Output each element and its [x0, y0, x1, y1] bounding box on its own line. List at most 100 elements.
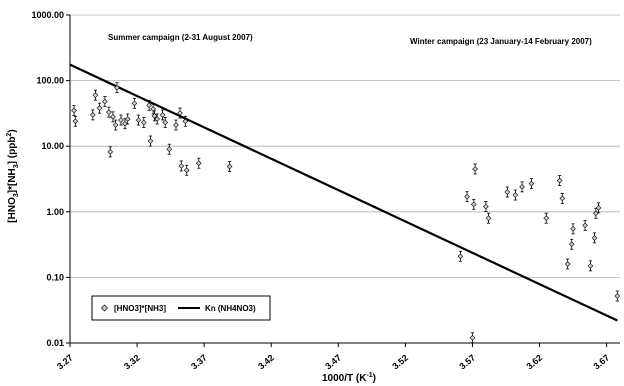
x-tick-label: 3.52	[390, 353, 410, 372]
diamond-marker	[131, 100, 138, 107]
legend-marker-scatter	[101, 304, 108, 312]
diamond-marker	[570, 226, 576, 232]
diamond-marker	[591, 235, 598, 241]
data-point	[183, 164, 190, 176]
diamond-marker	[106, 109, 112, 116]
diamond-marker	[195, 160, 202, 167]
data-point	[556, 175, 563, 186]
data-point	[173, 119, 179, 131]
data-point	[154, 113, 161, 125]
diamond-marker	[226, 163, 233, 170]
y-tick-label: 0.01	[46, 338, 64, 348]
diamond-marker	[512, 192, 519, 198]
data-point	[178, 160, 185, 172]
data-point	[114, 82, 120, 94]
data-point	[89, 109, 96, 121]
diamond-marker	[559, 195, 566, 202]
diamond-marker	[519, 184, 525, 190]
data-point	[593, 207, 599, 219]
data-point	[485, 212, 492, 224]
data-point	[118, 114, 124, 126]
data-point	[469, 332, 476, 344]
data-point	[591, 232, 598, 244]
y-tick-label: 1.00	[46, 207, 64, 217]
annotation-summer: Summer campaign (2-31 August 2007)	[108, 33, 253, 42]
y-tick-label: 100.00	[36, 76, 64, 86]
data-point	[135, 114, 142, 126]
data-point	[96, 102, 103, 114]
diamond-marker	[110, 114, 116, 120]
data-point	[568, 238, 575, 250]
data-point	[110, 111, 116, 123]
diamond-marker	[470, 201, 477, 208]
data-point	[504, 186, 511, 198]
data-point	[124, 113, 131, 125]
x-tick-label: 3.42	[256, 353, 276, 372]
diamond-marker	[469, 334, 476, 341]
diamond-marker	[564, 261, 571, 267]
y-axis-title: [HNO3]*[NH3] (ppb2)	[6, 129, 20, 222]
data-point	[587, 260, 594, 272]
x-tick-label: 3.37	[189, 353, 209, 372]
diamond-marker	[457, 253, 464, 260]
diamond-marker	[89, 112, 96, 118]
data-point	[159, 109, 166, 121]
diamond-marker	[118, 117, 124, 123]
legend-label-line: Kn (NH4NO3)	[205, 304, 256, 313]
data-point	[147, 135, 154, 147]
diamond-marker	[71, 107, 77, 114]
data-point	[131, 97, 138, 109]
data-point	[595, 202, 602, 214]
diamond-marker	[485, 215, 492, 221]
data-point	[112, 119, 119, 131]
diamond-marker	[122, 120, 128, 127]
data-point	[519, 181, 525, 193]
data-point	[570, 223, 576, 235]
diamond-marker	[72, 118, 79, 125]
diamond-marker	[96, 105, 103, 111]
diamond-marker	[614, 293, 621, 299]
data-point	[543, 212, 550, 224]
gridlines	[70, 14, 620, 278]
data-point	[512, 189, 519, 201]
x-tick-label: 3.62	[524, 353, 544, 372]
diamond-marker	[464, 193, 470, 200]
x-tick-label: 3.57	[457, 353, 477, 372]
diamond-marker	[582, 222, 588, 229]
diamond-marker	[135, 117, 142, 123]
diamond-marker	[183, 167, 190, 174]
diamond-marker	[154, 116, 161, 122]
diamond-marker	[543, 215, 550, 221]
diamond-marker	[182, 118, 189, 125]
diamond-marker	[147, 138, 154, 144]
diamond-marker	[472, 166, 478, 172]
data-point	[483, 201, 489, 213]
diamond-marker	[114, 84, 120, 91]
diamond-marker	[568, 241, 575, 248]
data-point	[195, 157, 202, 169]
data-point	[162, 117, 169, 128]
legend-label-scatter: [HNO3]*[NH3]	[114, 304, 166, 313]
data-point	[166, 143, 173, 155]
x-tick-label: 3.67	[592, 353, 612, 372]
data-point	[614, 290, 621, 302]
data-point	[457, 250, 464, 262]
diamond-marker	[528, 180, 535, 187]
y-tick-label: 10.00	[41, 141, 64, 151]
diamond-marker	[483, 203, 489, 210]
kn-line-series	[69, 63, 618, 322]
diamond-marker	[102, 98, 108, 105]
diamond-marker	[166, 146, 173, 153]
kn-line	[69, 63, 618, 322]
data-point	[106, 106, 112, 118]
annotation-winter: Winter campaign (23 January-14 February …	[410, 37, 592, 46]
y-tick-label: 0.10	[46, 272, 64, 282]
data-point	[92, 89, 99, 101]
x-axis-title: 1000/T (K-1)	[322, 372, 376, 384]
diamond-marker	[587, 263, 594, 269]
diamond-marker	[595, 204, 602, 211]
diamond-marker	[107, 149, 114, 155]
diamond-marker	[177, 110, 183, 116]
diamond-marker	[112, 122, 119, 128]
diamond-marker	[124, 116, 131, 122]
